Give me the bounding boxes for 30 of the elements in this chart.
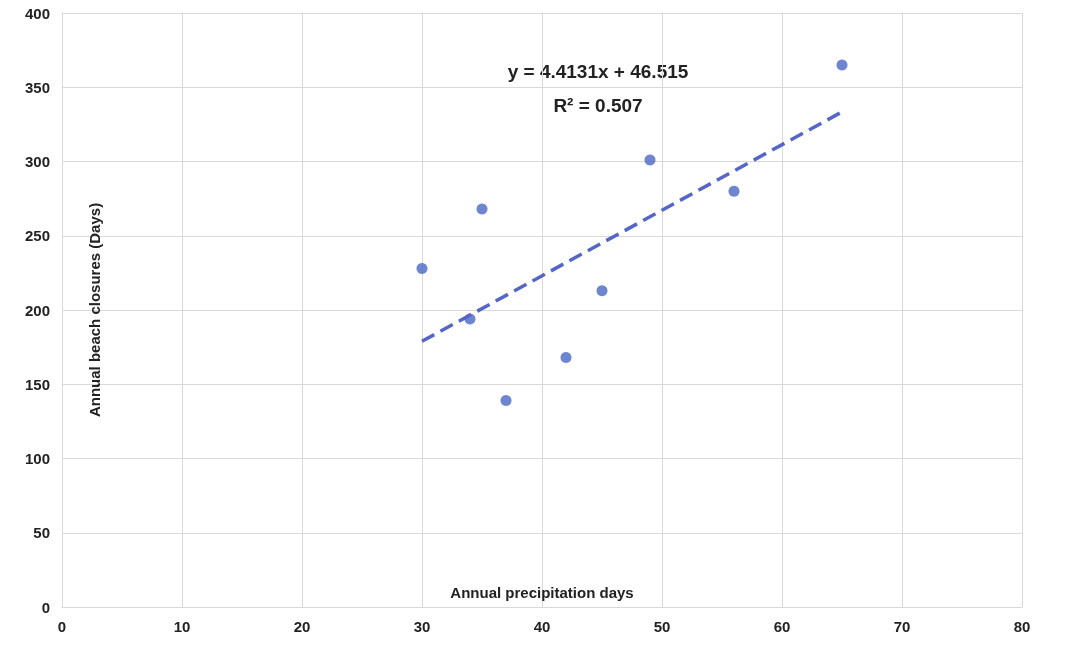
- x-tick-label: 40: [533, 618, 551, 635]
- x-tick-label: 60: [773, 618, 791, 635]
- point: [560, 352, 572, 364]
- y-tick-label: 100: [24, 450, 50, 467]
- x-tick-label: 10: [173, 618, 191, 635]
- point: [644, 154, 656, 166]
- y-tick-label: 150: [24, 375, 50, 393]
- y-tick-label: 200: [24, 301, 50, 319]
- x-axis-title: Annual precipitation days: [450, 584, 634, 601]
- y-tick-label: 400: [24, 4, 50, 22]
- y-tick-label: 350: [24, 78, 50, 96]
- annotation: y = 4.4131x + 46.515: [507, 61, 689, 82]
- point: [416, 262, 428, 274]
- y-tick-label: 0: [41, 598, 50, 616]
- y-tick-label: 50: [33, 524, 50, 542]
- x-tick-label: 70: [893, 618, 911, 635]
- point: [500, 395, 512, 407]
- y-tick-label: 250: [24, 227, 50, 245]
- point: [728, 185, 740, 197]
- x-tick-label: 0: [57, 618, 67, 635]
- x-tick-label: 50: [653, 618, 671, 635]
- y-axis-title: Annual beach closures (Days): [86, 202, 103, 418]
- point: [596, 285, 608, 297]
- point: [836, 59, 848, 71]
- x-tick-label: 80: [1013, 618, 1031, 635]
- x-tick-label: 30: [413, 618, 431, 635]
- x-tick-label: 20: [293, 618, 311, 635]
- y-tick-label: 300: [24, 153, 50, 170]
- point: [476, 203, 488, 215]
- annotation: R² = 0.507: [553, 95, 643, 116]
